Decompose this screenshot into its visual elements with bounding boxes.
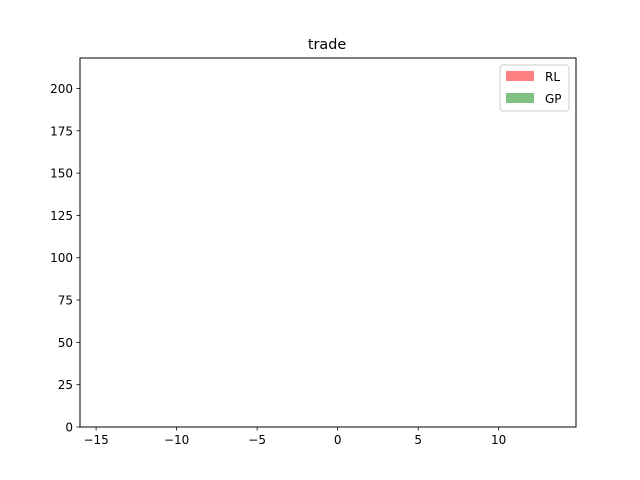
y-tick-label: 50 <box>58 336 73 350</box>
x-axis: −15 −10 −5 0 5 10 <box>83 427 506 447</box>
x-tick-label: −10 <box>164 433 189 447</box>
y-tick-label: 125 <box>50 209 73 223</box>
x-tick-label: −15 <box>83 433 108 447</box>
y-tick-label: 150 <box>50 167 73 181</box>
x-tick-label: −5 <box>248 433 266 447</box>
y-tick-label: 25 <box>58 378 73 392</box>
y-tick-label: 75 <box>58 294 73 308</box>
legend-swatch-rl <box>506 71 534 81</box>
legend: RL GP <box>499 64 570 112</box>
legend-swatch-gp <box>506 93 534 103</box>
x-tick-label: 5 <box>414 433 422 447</box>
y-tick-label: 100 <box>50 251 73 265</box>
y-tick-label: 200 <box>50 82 73 96</box>
plot-area <box>79 57 577 428</box>
plot-frame <box>79 57 577 428</box>
x-tick-label: 10 <box>491 433 506 447</box>
y-axis: 0 25 50 75 100 125 150 175 200 <box>50 82 80 435</box>
legend-label-gp: GP <box>545 92 562 106</box>
y-tick-label: 0 <box>65 421 73 435</box>
chart-title: trade <box>308 37 347 53</box>
x-tick-label: 0 <box>334 433 342 447</box>
legend-label-rl: RL <box>545 70 560 84</box>
y-tick-label: 175 <box>50 124 73 138</box>
